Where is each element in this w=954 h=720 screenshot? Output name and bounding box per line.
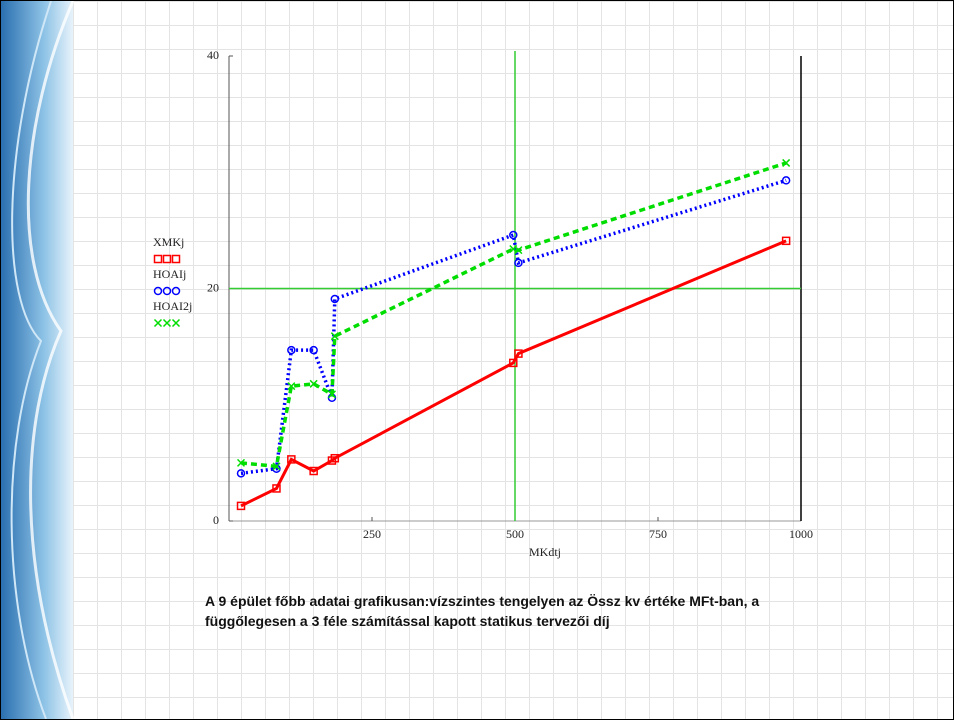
chart: 0 20 40 250 500 750 1000 MKdtj XMKj HOAIj HOAI2j bbox=[1, 1, 954, 581]
marker bbox=[164, 320, 171, 327]
legend-swatch bbox=[155, 256, 180, 263]
marker bbox=[164, 256, 171, 263]
x-tick-label: 250 bbox=[363, 527, 381, 541]
legend-label: HOAI2j bbox=[153, 299, 192, 313]
legend-label: XMKj bbox=[153, 235, 184, 249]
legend-label: HOAIj bbox=[153, 267, 186, 281]
x-tick-label: 1000 bbox=[789, 527, 813, 541]
marker bbox=[173, 256, 180, 263]
y-tick-label: 0 bbox=[213, 513, 219, 527]
slide: 0 20 40 250 500 750 1000 MKdtj XMKj HOAIj HOAI2j A… bbox=[0, 0, 954, 720]
series-line bbox=[241, 163, 786, 466]
legend-swatch bbox=[155, 320, 180, 327]
legend-swatch bbox=[155, 288, 180, 295]
marker bbox=[155, 288, 162, 295]
marker bbox=[155, 256, 162, 263]
marker bbox=[173, 320, 180, 327]
marker bbox=[173, 288, 180, 295]
x-tick-label: 750 bbox=[649, 527, 667, 541]
x-axis-label: MKdtj bbox=[529, 545, 561, 559]
series-line bbox=[241, 241, 786, 506]
series-line bbox=[241, 180, 786, 473]
x-tick-label: 500 bbox=[506, 527, 524, 541]
caption: A 9 épület főbb adatai grafikusan:vízszi… bbox=[205, 591, 805, 631]
y-tick-label: 40 bbox=[207, 48, 219, 62]
y-tick-label: 20 bbox=[207, 280, 219, 294]
marker bbox=[155, 320, 162, 327]
marker bbox=[164, 288, 171, 295]
